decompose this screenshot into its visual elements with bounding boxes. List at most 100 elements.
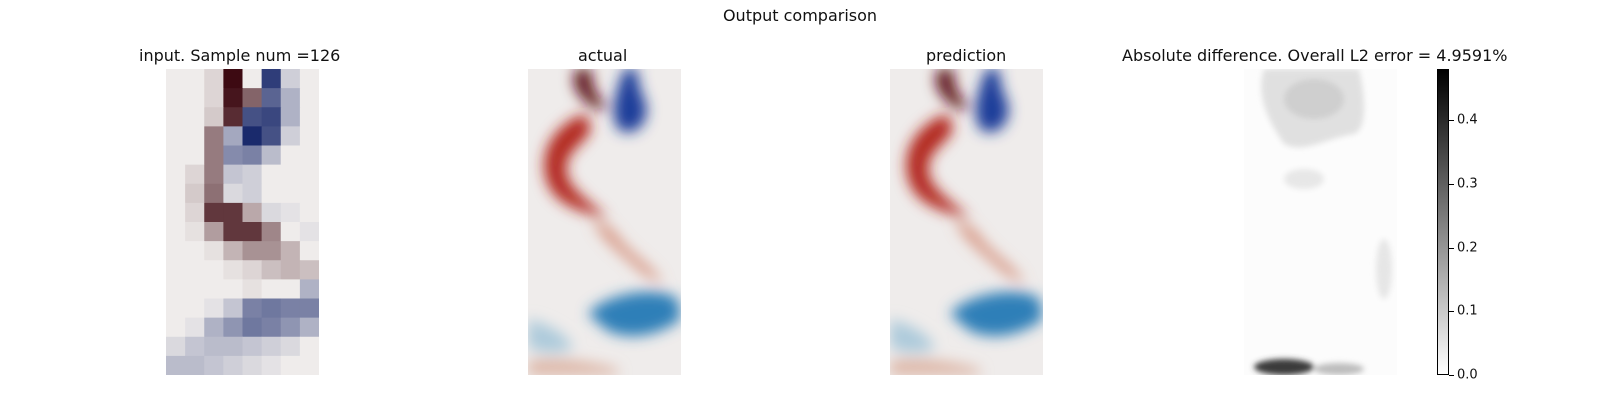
input-cell [223, 88, 244, 108]
input-cell [280, 222, 301, 242]
input-cell [280, 355, 301, 375]
colorbar-tick [1449, 120, 1454, 121]
input-cell [204, 222, 224, 242]
input-cell [299, 183, 319, 204]
input-cell [185, 164, 205, 185]
input-cell [299, 145, 319, 166]
panel-title-actual: actual [578, 46, 628, 65]
input-cell [223, 222, 244, 242]
input-cell [204, 317, 224, 338]
input-cell [242, 164, 263, 185]
input-cell [166, 317, 186, 338]
input-cell [242, 145, 263, 166]
input-cell [299, 107, 319, 127]
input-cell [280, 69, 301, 89]
input-cell [166, 183, 186, 204]
input-cell [242, 88, 263, 108]
colorbar-tick [1449, 183, 1454, 185]
input-cell [261, 298, 282, 319]
input-cell [185, 241, 205, 261]
input-cell [223, 317, 244, 338]
input-cell [204, 126, 224, 147]
input-cell [185, 279, 205, 300]
input-cell [185, 298, 205, 319]
input-cell [185, 222, 205, 242]
input-cell [242, 298, 263, 319]
panel-title-prediction: prediction [926, 46, 1007, 65]
input-cell [280, 241, 301, 261]
input-cell [166, 145, 186, 166]
input-cell [280, 145, 301, 166]
input-cell [223, 336, 244, 357]
input-cell [280, 260, 301, 280]
actual-heatmap [528, 69, 681, 375]
input-cell [242, 317, 263, 338]
input-cell [223, 183, 244, 204]
input-cell [261, 317, 282, 338]
input-cell [166, 336, 186, 357]
input-cell [261, 241, 282, 261]
input-cell [166, 241, 186, 261]
input-cell [299, 88, 319, 108]
input-cell [223, 202, 244, 223]
input-cell [204, 298, 224, 319]
input-cell [166, 222, 186, 242]
panel-title-input: input. Sample num =126 [139, 46, 341, 65]
input-cell [299, 69, 319, 89]
input-cell [166, 202, 186, 223]
input-cell [204, 202, 224, 223]
input-cell [242, 336, 263, 357]
input-cell [166, 260, 186, 280]
input-cell [166, 355, 186, 375]
input-cell [204, 183, 224, 204]
input-cell [242, 126, 263, 147]
input-cell [261, 126, 282, 147]
input-cell [166, 107, 186, 127]
input-cell [280, 183, 301, 204]
figure-title: Output comparison [722, 6, 878, 25]
input-cell [223, 107, 244, 127]
input-cell [204, 107, 224, 127]
colorbar-tick [1449, 311, 1454, 313]
input-cell [242, 69, 263, 89]
input-cell [261, 107, 282, 127]
input-cell [261, 260, 282, 280]
input-cell [261, 202, 282, 223]
input-cell [223, 355, 244, 375]
input-cell [242, 241, 263, 261]
colorbar [1437, 69, 1449, 375]
input-cell [280, 164, 301, 185]
input-cell [185, 69, 205, 89]
input-cell [166, 298, 186, 319]
input-cell [204, 145, 224, 166]
input-cell [261, 183, 282, 204]
input-cell [223, 260, 244, 280]
input-cell [299, 202, 319, 223]
input-cell [223, 164, 244, 185]
input-cell [299, 222, 319, 242]
input-cell [185, 317, 205, 338]
input-cell [166, 164, 186, 185]
difference-heatmap [1244, 69, 1397, 375]
input-cell [299, 336, 319, 357]
input-cell [242, 202, 263, 223]
colorbar-tick-label: 0.0 [1457, 367, 1478, 383]
input-cell [242, 355, 263, 375]
input-cell [166, 279, 186, 300]
input-cell [185, 355, 205, 375]
input-cell [185, 88, 205, 108]
input-cell [166, 69, 186, 89]
input-cell [280, 202, 301, 223]
input-cell [280, 298, 301, 319]
input-cell [280, 336, 301, 357]
input-cell [204, 69, 224, 89]
input-cell [242, 183, 263, 204]
input-cell [185, 202, 205, 223]
colorbar-tick-label: 0.4 [1457, 112, 1478, 128]
input-cell [223, 145, 244, 166]
input-heatmap [166, 69, 319, 375]
input-cell [166, 126, 186, 147]
input-cell [185, 260, 205, 280]
input-cell [185, 107, 205, 127]
colorbar-tick-label: 0.1 [1457, 303, 1478, 319]
